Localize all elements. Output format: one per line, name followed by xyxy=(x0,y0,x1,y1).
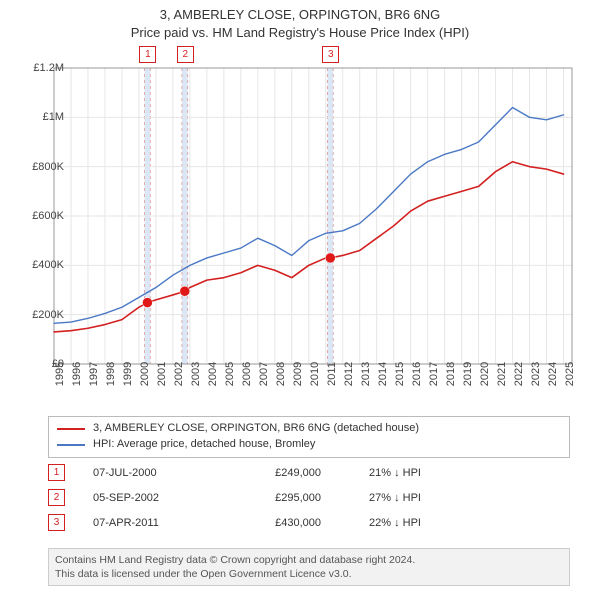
title-block: 3, AMBERLEY CLOSE, ORPINGTON, BR6 6NG Pr… xyxy=(0,0,600,41)
attribution-box: Contains HM Land Registry data © Crown c… xyxy=(48,548,570,586)
y-tick-label: £200K xyxy=(32,309,64,321)
event-date: 07-JUL-2000 xyxy=(93,467,203,479)
legend-box: 3, AMBERLEY CLOSE, ORPINGTON, BR6 6NG (d… xyxy=(48,416,570,458)
x-tick-label: 2001 xyxy=(156,362,168,386)
x-tick-label: 1998 xyxy=(105,362,117,386)
title-line2: Price paid vs. HM Land Registry's House … xyxy=(0,24,600,42)
event-hpi-delta: 22% ↓ HPI xyxy=(349,517,479,529)
x-tick-label: 2009 xyxy=(292,362,304,386)
chart-svg xyxy=(48,50,578,370)
x-tick-label: 2000 xyxy=(139,362,151,386)
event-badge-top: 1 xyxy=(139,46,156,63)
sale-marker xyxy=(180,286,190,296)
event-date: 05-SEP-2002 xyxy=(93,492,203,504)
x-tick-label: 2018 xyxy=(445,362,457,386)
event-hpi-delta: 27% ↓ HPI xyxy=(349,492,479,504)
attribution-line1: Contains HM Land Registry data © Crown c… xyxy=(55,553,563,567)
x-tick-label: 2003 xyxy=(190,362,202,386)
x-tick-label: 1997 xyxy=(88,362,100,386)
x-tick-label: 2024 xyxy=(547,362,559,386)
x-tick-label: 2017 xyxy=(428,362,440,386)
legend-row: HPI: Average price, detached house, Brom… xyxy=(57,437,561,453)
y-tick-label: £1M xyxy=(43,111,64,123)
event-price: £249,000 xyxy=(231,467,321,479)
chart-area xyxy=(48,50,578,370)
x-tick-label: 2002 xyxy=(173,362,185,386)
y-tick-label: £800K xyxy=(32,161,64,173)
title-line1: 3, AMBERLEY CLOSE, ORPINGTON, BR6 6NG xyxy=(0,6,600,24)
x-tick-label: 2014 xyxy=(377,362,389,386)
x-tick-label: 1995 xyxy=(54,362,66,386)
x-tick-label: 1996 xyxy=(71,362,83,386)
x-tick-label: 2016 xyxy=(411,362,423,386)
y-tick-label: £400K xyxy=(32,259,64,271)
event-badge-top: 2 xyxy=(177,46,194,63)
attribution-line2: This data is licensed under the Open Gov… xyxy=(55,567,563,581)
event-row: 3 07-APR-2011 £430,000 22% ↓ HPI xyxy=(48,510,570,535)
x-tick-label: 2020 xyxy=(479,362,491,386)
x-tick-label: 2015 xyxy=(394,362,406,386)
sale-marker xyxy=(142,298,152,308)
legend-label: HPI: Average price, detached house, Brom… xyxy=(93,437,315,453)
event-price: £430,000 xyxy=(231,517,321,529)
x-tick-label: 2013 xyxy=(360,362,372,386)
event-badge: 3 xyxy=(48,514,65,531)
x-tick-label: 2019 xyxy=(462,362,474,386)
x-tick-label: 2007 xyxy=(258,362,270,386)
x-tick-label: 2006 xyxy=(241,362,253,386)
x-tick-label: 2021 xyxy=(496,362,508,386)
x-tick-label: 2012 xyxy=(343,362,355,386)
legend-swatch xyxy=(57,444,85,446)
sale-marker xyxy=(325,253,335,263)
legend-row: 3, AMBERLEY CLOSE, ORPINGTON, BR6 6NG (d… xyxy=(57,421,561,437)
event-row: 2 05-SEP-2002 £295,000 27% ↓ HPI xyxy=(48,485,570,510)
events-table: 1 07-JUL-2000 £249,000 21% ↓ HPI 2 05-SEP-200… xyxy=(48,460,570,535)
x-tick-label: 1999 xyxy=(122,362,134,386)
y-tick-label: £600K xyxy=(32,210,64,222)
y-tick-label: £1.2M xyxy=(33,62,64,74)
event-hpi-delta: 21% ↓ HPI xyxy=(349,467,479,479)
x-tick-label: 2023 xyxy=(530,362,542,386)
event-badge: 1 xyxy=(48,464,65,481)
x-tick-label: 2022 xyxy=(513,362,525,386)
x-tick-label: 2025 xyxy=(564,362,576,386)
event-price: £295,000 xyxy=(231,492,321,504)
event-row: 1 07-JUL-2000 £249,000 21% ↓ HPI xyxy=(48,460,570,485)
event-date: 07-APR-2011 xyxy=(93,517,203,529)
event-badge-top: 3 xyxy=(322,46,339,63)
x-tick-label: 2011 xyxy=(326,362,338,386)
legend-swatch xyxy=(57,428,85,430)
x-tick-label: 2005 xyxy=(224,362,236,386)
x-tick-label: 2008 xyxy=(275,362,287,386)
x-tick-label: 2010 xyxy=(309,362,321,386)
event-badge: 2 xyxy=(48,489,65,506)
legend-label: 3, AMBERLEY CLOSE, ORPINGTON, BR6 6NG (d… xyxy=(93,421,419,437)
chart-container: 3, AMBERLEY CLOSE, ORPINGTON, BR6 6NG Pr… xyxy=(0,0,600,590)
x-tick-label: 2004 xyxy=(207,362,219,386)
